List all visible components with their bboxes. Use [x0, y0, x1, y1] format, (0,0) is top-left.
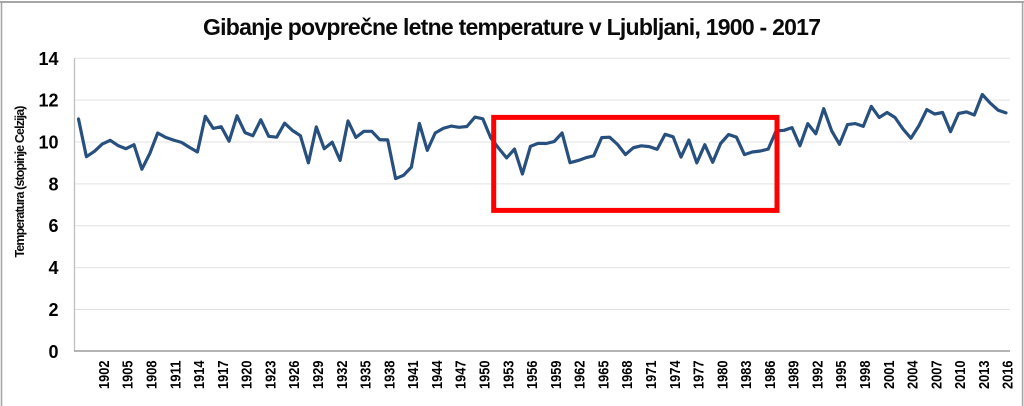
- svg-text:1923: 1923: [263, 361, 279, 390]
- svg-text:1941: 1941: [406, 361, 422, 390]
- svg-text:1917: 1917: [216, 361, 232, 390]
- svg-text:1995: 1995: [834, 361, 850, 390]
- svg-text:1902: 1902: [97, 361, 113, 390]
- svg-text:8: 8: [48, 174, 58, 194]
- svg-text:1926: 1926: [287, 361, 303, 390]
- svg-text:1983: 1983: [739, 361, 755, 390]
- svg-text:1920: 1920: [240, 361, 256, 390]
- svg-text:12: 12: [38, 91, 58, 111]
- svg-text:2016: 2016: [1001, 360, 1017, 389]
- svg-text:1971: 1971: [644, 361, 660, 390]
- svg-text:1953: 1953: [501, 361, 517, 390]
- svg-text:0: 0: [48, 342, 58, 362]
- svg-text:1947: 1947: [454, 361, 470, 390]
- svg-text:1950: 1950: [478, 361, 494, 390]
- svg-text:2010: 2010: [953, 361, 969, 390]
- svg-text:1914: 1914: [192, 361, 208, 390]
- svg-text:14: 14: [38, 49, 58, 69]
- svg-text:1905: 1905: [121, 361, 137, 390]
- svg-text:Temperatura (stopinje Celzija): Temperatura (stopinje Celzija): [13, 106, 27, 258]
- svg-text:2013: 2013: [977, 361, 993, 390]
- svg-text:1992: 1992: [811, 361, 827, 390]
- svg-text:1989: 1989: [787, 361, 803, 390]
- svg-text:1908: 1908: [145, 361, 161, 390]
- svg-text:10: 10: [38, 133, 58, 153]
- svg-text:2004: 2004: [906, 361, 922, 390]
- svg-text:2: 2: [48, 300, 58, 320]
- svg-text:6: 6: [48, 216, 58, 236]
- svg-text:1998: 1998: [858, 361, 874, 390]
- svg-text:2001: 2001: [882, 361, 898, 390]
- svg-text:1965: 1965: [596, 361, 612, 390]
- svg-text:1977: 1977: [692, 361, 708, 390]
- svg-text:1974: 1974: [668, 361, 684, 390]
- svg-text:1944: 1944: [430, 361, 446, 390]
- svg-text:1959: 1959: [549, 361, 565, 390]
- svg-text:2007: 2007: [929, 361, 945, 390]
- svg-text:Gibanje povprečne letne temper: Gibanje povprečne letne temperature v Lj…: [203, 14, 821, 40]
- svg-text:1938: 1938: [382, 361, 398, 390]
- svg-text:4: 4: [48, 258, 58, 278]
- svg-text:1935: 1935: [359, 361, 375, 390]
- svg-text:1956: 1956: [525, 361, 541, 390]
- svg-text:1986: 1986: [763, 361, 779, 390]
- svg-text:1980: 1980: [715, 361, 731, 390]
- svg-text:1929: 1929: [311, 361, 327, 390]
- svg-text:1911: 1911: [168, 361, 184, 390]
- svg-text:1968: 1968: [620, 361, 636, 390]
- svg-text:1932: 1932: [335, 361, 351, 390]
- svg-text:1962: 1962: [573, 361, 589, 390]
